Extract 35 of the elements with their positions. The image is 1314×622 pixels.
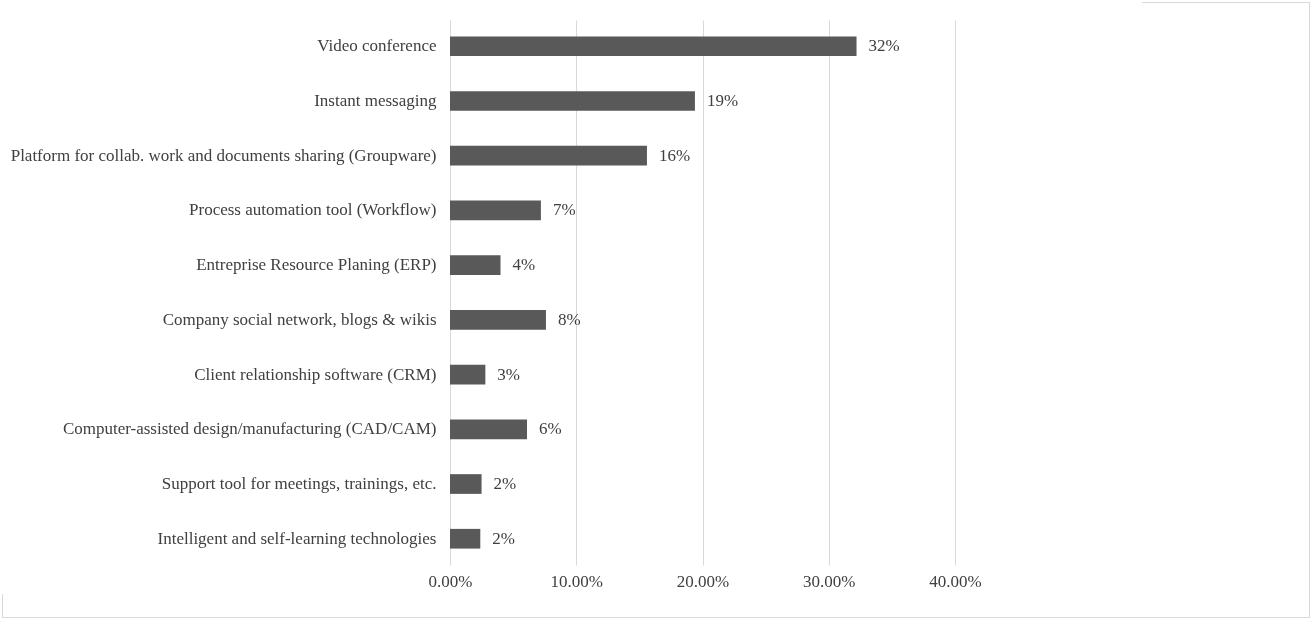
data-label: 16% [658,145,691,165]
y-tick-label: Intelligent and self-learning technologies [157,528,437,548]
x-tick-label: 30.00% [803,571,856,591]
bar [450,200,541,221]
bar [450,310,546,330]
bar [450,91,695,111]
y-tick-label: Instant messaging [314,90,437,110]
bar [450,145,647,166]
bar [450,364,486,385]
x-tick-label: 10.00% [550,571,603,591]
y-tick-label: Platform for collab. work and documents sharing (Groupware) [10,145,437,165]
data-label: 2% [492,528,515,548]
bar [450,255,501,275]
data-label: 2% [493,474,517,494]
y-tick-label: Video conference [317,36,437,56]
bar [450,36,857,57]
bar [450,474,482,494]
data-label: 8% [557,309,581,329]
y-tick-label: Support tool for meetings, trainings, etc. [161,474,437,494]
data-label: 32% [868,36,900,56]
y-tick-label: Computer-assisted design/manufacturing (CAD/CAM) [62,419,437,439]
x-tick-label: 0.00% [428,571,473,591]
data-label: 4% [512,255,536,275]
data-label: 6% [539,419,562,439]
data-label: 19% [706,90,739,110]
y-tick-label: Client relationship software (CRM) [194,364,437,384]
bar [450,419,528,440]
x-tick-label: 20.00% [676,571,730,591]
y-tick-label: Process automation tool (Workflow) [189,200,437,220]
data-label: 3% [497,364,521,384]
y-tick-label: Entreprise Resource Planing (ERP) [196,255,437,275]
data-label: 7% [552,200,576,220]
bar [450,528,481,549]
y-tick-label: Company social network, blogs & wikis [162,309,437,329]
x-tick-label: 40.00% [929,571,982,591]
